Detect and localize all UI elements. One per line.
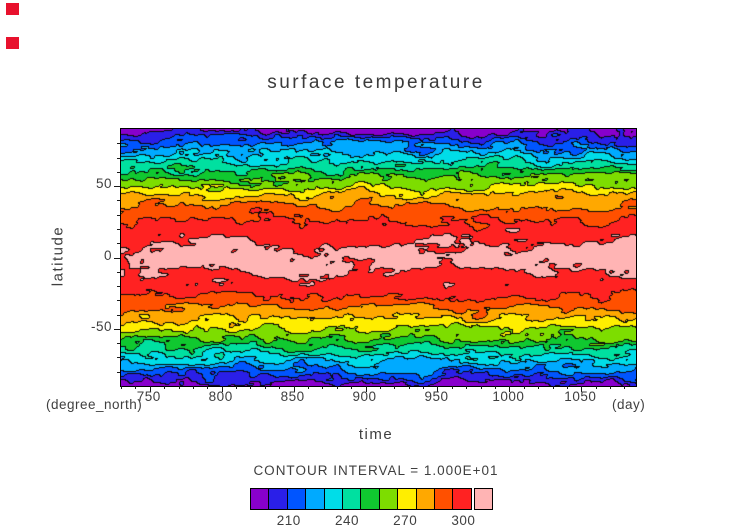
- x-axis-minor-tick: [466, 386, 468, 389]
- x-axis-unit-label: (day): [612, 397, 646, 412]
- x-axis-major-tick: [149, 386, 151, 392]
- colorbar-segment: [286, 488, 307, 510]
- x-axis-title: time: [358, 426, 394, 443]
- x-axis-minor-tick: [207, 386, 209, 389]
- x-axis-minor-tick: [351, 386, 353, 389]
- y-axis-minor-tick: [117, 157, 120, 159]
- screen-artifact-top: [6, 3, 19, 15]
- y-axis-minor-tick: [117, 314, 120, 316]
- y-axis-minor-tick: [117, 286, 120, 288]
- x-axis-minor-tick: [610, 386, 612, 389]
- x-axis-tick-label: 1050: [564, 389, 597, 404]
- x-axis-minor-tick: [566, 386, 568, 389]
- x-axis-tick-label: 900: [352, 389, 377, 404]
- y-axis-minor-tick: [117, 214, 120, 216]
- colorbar-segment: [397, 488, 417, 510]
- x-axis-minor-tick: [624, 386, 626, 389]
- y-axis-minor-tick: [117, 243, 120, 245]
- x-axis-tick-label: 850: [280, 389, 305, 404]
- temperature-field-canvas: [121, 129, 636, 386]
- x-axis-major-tick: [293, 386, 295, 392]
- x-axis-minor-tick: [164, 386, 166, 389]
- colorbar-segment: [305, 488, 325, 510]
- colorbar-segment: [360, 488, 380, 510]
- colorbar-segment: [341, 488, 362, 510]
- x-axis-minor-tick: [308, 386, 309, 389]
- x-axis-minor-tick: [538, 386, 540, 389]
- x-axis-minor-tick: [480, 386, 482, 389]
- x-axis-minor-tick: [451, 386, 453, 389]
- colorbar-segment: [433, 488, 454, 510]
- y-axis-unit-label: (degree_north): [46, 397, 143, 412]
- x-axis-major-tick: [509, 386, 511, 392]
- x-axis-minor-tick: [552, 386, 554, 389]
- x-axis-minor-tick: [394, 386, 396, 389]
- x-axis-minor-tick: [379, 386, 381, 389]
- colorbar-tick-label: 300: [451, 513, 476, 528]
- x-axis-major-tick: [581, 386, 583, 392]
- colorbar-segment: [452, 488, 472, 510]
- y-axis-minor-tick: [117, 228, 120, 230]
- colorbar-segment: [323, 488, 343, 510]
- y-axis-minor-tick: [117, 300, 120, 302]
- contour-plot: [114, 128, 637, 392]
- x-axis-minor-tick: [121, 386, 122, 389]
- x-axis-minor-tick: [192, 386, 194, 389]
- x-axis-minor-tick: [279, 386, 281, 389]
- y-axis-major-tick: [114, 328, 120, 330]
- y-axis-tick-label: 0: [103, 247, 112, 263]
- y-axis-tick-label: -50: [90, 318, 112, 334]
- colorbar-segment: [250, 488, 270, 510]
- x-axis-minor-tick: [336, 386, 338, 389]
- colorbar: [250, 488, 494, 510]
- colorbar-segment: [378, 488, 399, 510]
- x-axis-major-tick: [437, 386, 439, 392]
- colorbar-tick-label: 270: [393, 513, 418, 528]
- x-axis-minor-tick: [423, 386, 425, 389]
- screen-artifact-bottom: [6, 37, 19, 49]
- colorbar-tick-label: 240: [334, 513, 360, 528]
- x-axis-major-tick: [365, 386, 367, 392]
- colorbar-segment: [473, 488, 494, 510]
- y-axis-tick-label: 50: [95, 176, 112, 192]
- x-axis-major-tick: [221, 386, 223, 392]
- x-axis-tick-label: 800: [208, 389, 233, 404]
- x-axis-minor-tick: [135, 386, 137, 389]
- x-axis-minor-tick: [178, 386, 180, 389]
- colorbar-segment: [268, 488, 288, 510]
- x-axis-tick-label: 750: [136, 389, 161, 404]
- contour-interval-caption: CONTOUR INTERVAL = 1.000E+01: [253, 463, 499, 478]
- x-axis-minor-tick: [250, 386, 252, 389]
- x-axis-minor-tick: [495, 386, 497, 389]
- y-axis-minor-tick: [117, 200, 120, 202]
- x-axis-minor-tick: [264, 386, 266, 389]
- y-axis-minor-tick: [117, 271, 120, 273]
- y-axis-major-tick: [114, 186, 120, 188]
- y-axis-minor-tick: [117, 171, 120, 173]
- y-axis-major-tick: [114, 257, 120, 259]
- chart-title: surface temperature: [267, 72, 485, 93]
- y-axis-minor-tick: [117, 143, 120, 145]
- x-axis-minor-tick: [322, 386, 324, 389]
- y-axis-minor-tick: [117, 371, 120, 373]
- y-axis-minor-tick: [117, 343, 120, 345]
- y-axis-minor-tick: [117, 357, 120, 359]
- colorbar-segment: [415, 488, 435, 510]
- x-axis-tick-label: 1000: [492, 389, 525, 404]
- x-axis-minor-tick: [408, 386, 410, 389]
- x-axis-minor-tick: [523, 386, 525, 389]
- colorbar-tick-label: 210: [276, 513, 301, 528]
- x-axis-minor-tick: [595, 386, 597, 389]
- x-axis-minor-tick: [236, 386, 238, 389]
- x-axis-tick-label: 950: [424, 389, 449, 404]
